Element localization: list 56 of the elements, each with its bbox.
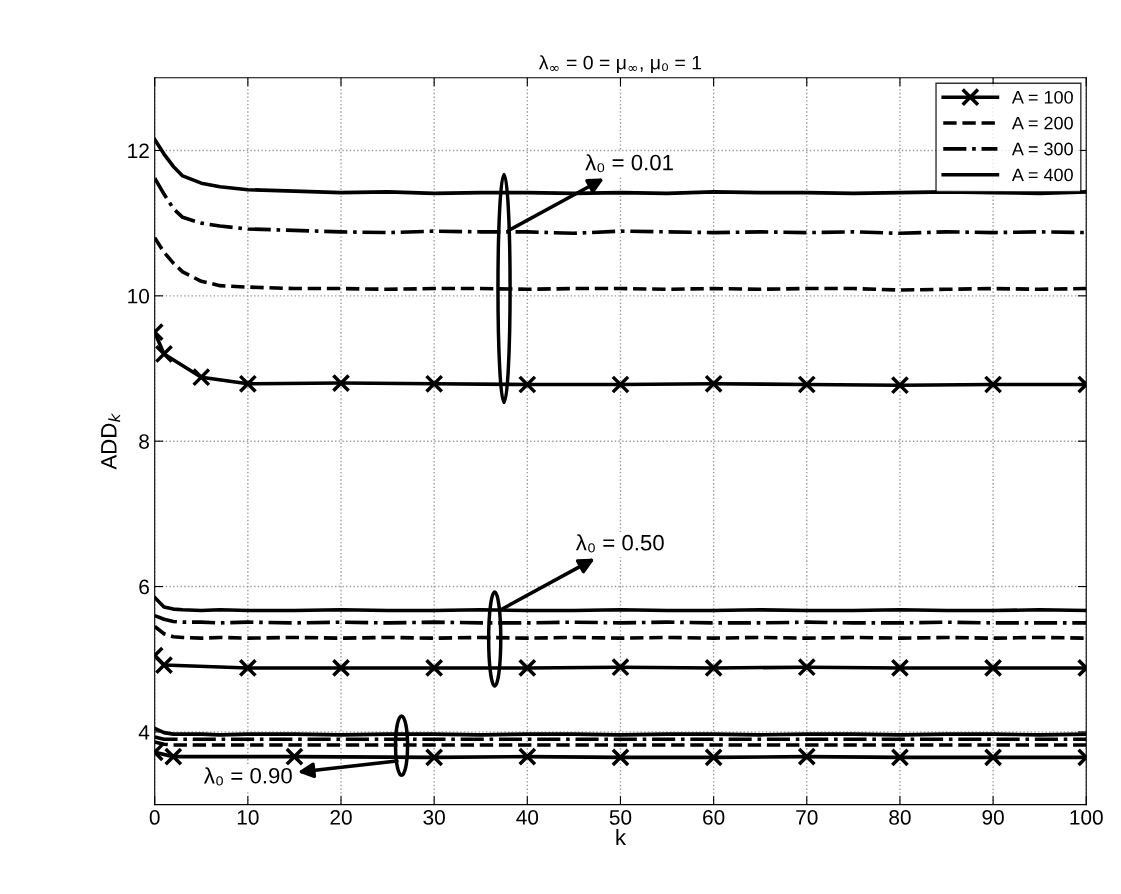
point [238,374,258,394]
point [424,374,444,394]
legend-label: A = 300 [1011,142,1073,156]
x-tick-label: 10 [237,810,259,825]
point [611,375,630,394]
point [424,658,444,678]
point [517,747,537,767]
point [191,367,211,387]
point [331,658,351,678]
point [983,747,1003,767]
point [285,747,304,767]
point [424,747,444,767]
point [611,747,630,767]
y-tick-label: 6 [139,579,149,595]
point [983,375,1003,394]
x-tick-label: 20 [330,810,352,825]
y-tick-label: 12 [128,143,149,159]
annotation: λ₀ = 0.90 [203,767,292,786]
point [517,658,537,678]
legend-label: A = 100 [1011,90,1073,104]
point [797,657,817,677]
x-tick-label: 80 [889,810,911,825]
x-axis-title: k [616,828,627,845]
chart-title: λ$_{∞}$ = 0 = μ$_{∞}$, μ₀ = 1 [538,55,702,74]
x-tick-label: 30 [423,810,445,825]
legend-label: A = 400 [1011,168,1073,182]
annotation: λ₀ = 0.01 [585,154,673,173]
legend-label: A = 200 [1011,116,1073,130]
point [704,374,724,394]
x-tick-label: 50 [609,810,632,825]
point [331,373,351,393]
point [517,375,537,394]
y-axis-title: ADD$_{k}$ [101,412,121,470]
x-tick-label: 40 [516,810,539,825]
point [163,747,183,767]
y-tick-label: 10 [128,288,150,304]
y-tick-label: 8 [139,434,149,449]
point [890,747,910,767]
point [154,344,174,364]
x-tick-label: 70 [796,810,818,825]
point [797,375,817,394]
x-tick-label: 60 [703,810,725,825]
point [611,657,630,677]
annotation: λ₀ = 0.50 [575,534,664,553]
x-tick-label: 0 [149,810,160,825]
point [238,658,258,678]
y-tick-label: 4 [138,725,150,740]
point [154,655,174,675]
point [704,747,724,767]
point [890,658,910,678]
x-tick-label: 90 [982,810,1004,825]
point [983,658,1003,678]
point [890,375,910,395]
point [704,658,724,678]
x-tick-label: 100 [1070,810,1103,825]
point [797,747,817,767]
